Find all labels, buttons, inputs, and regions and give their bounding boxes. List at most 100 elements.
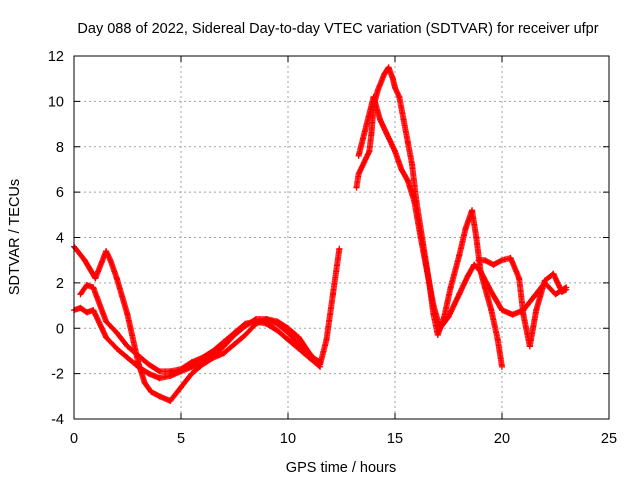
- data-point-marker: [124, 343, 131, 350]
- data-point-marker: [499, 307, 505, 314]
- data-point-marker: [336, 245, 343, 252]
- data-point-marker: [188, 359, 195, 366]
- data-point-marker: [366, 148, 373, 155]
- data-point-marker: [355, 170, 362, 177]
- data-point-marker: [499, 363, 505, 370]
- data-point-marker: [83, 282, 90, 289]
- data-point-marker: [507, 254, 514, 261]
- data-point-marker: [473, 234, 480, 241]
- data-point-marker: [436, 325, 443, 332]
- series-track-c: [77, 282, 324, 375]
- data-point-marker: [231, 329, 238, 336]
- data-point-marker: [135, 352, 142, 359]
- data-point-marker: [392, 84, 398, 91]
- data-point-marker: [456, 252, 463, 259]
- data-point-marker: [178, 384, 184, 391]
- data-point-marker: [295, 345, 302, 352]
- data-point-marker: [368, 130, 375, 137]
- data-point-marker: [103, 318, 110, 325]
- data-point-marker: [323, 336, 330, 343]
- data-point-marker: [285, 329, 291, 336]
- data-point-marker: [462, 225, 469, 232]
- data-point-marker: [417, 234, 424, 241]
- axis-ticks: 0 5 10 15 20 25 -4 -2 0 2 4 6 8 10 12: [48, 49, 617, 447]
- data-point-marker: [156, 368, 163, 375]
- data-point-marker: [353, 184, 360, 191]
- data-point-marker: [447, 284, 454, 291]
- x-tick-label: 15: [387, 431, 403, 447]
- data-point-marker: [210, 347, 217, 354]
- data-point-marker: [499, 257, 505, 264]
- data-point-marker: [83, 309, 90, 316]
- data-point-marker: [381, 71, 388, 78]
- data-point-marker: [385, 64, 392, 71]
- data-point-marker: [526, 343, 533, 350]
- data-point-marker: [471, 261, 478, 268]
- data-point-marker: [383, 130, 390, 137]
- series-track-f: [475, 254, 570, 350]
- data-point-marker: [398, 166, 405, 173]
- data-point-marker: [231, 341, 238, 348]
- data-point-marker: [488, 307, 495, 314]
- data-point-marker: [404, 139, 411, 146]
- data-point-marker: [374, 87, 381, 94]
- data-point-marker: [90, 307, 97, 314]
- data-point-marker: [113, 345, 120, 352]
- data-point-marker: [92, 275, 99, 282]
- data-point-marker: [242, 320, 249, 327]
- x-tick-label: 5: [177, 431, 185, 447]
- data-point-marker: [520, 311, 527, 318]
- data-point-marker: [103, 334, 110, 341]
- chart-title: Day 088 of 2022, Sidereal Day-to-day VTE…: [77, 21, 598, 37]
- data-point-marker: [558, 288, 565, 295]
- data-point-marker: [242, 332, 249, 339]
- data-point-marker: [434, 332, 441, 339]
- data-point-marker: [77, 304, 84, 311]
- x-tick-label: 0: [70, 431, 78, 447]
- y-tick-label: 8: [56, 140, 64, 156]
- data-point-marker: [430, 302, 437, 309]
- data-point-marker: [404, 177, 411, 184]
- data-point-marker: [156, 375, 163, 382]
- y-tick-label: -4: [51, 412, 64, 428]
- data-point-marker: [77, 291, 84, 298]
- data-point-marker: [274, 320, 281, 327]
- data-point-marker: [90, 284, 97, 291]
- y-tick-label: -2: [51, 367, 64, 383]
- data-point-marker: [531, 293, 538, 300]
- data-point-marker: [329, 291, 336, 298]
- y-axis-label: SDTVAR / TECUs: [7, 179, 23, 295]
- data-point-marker: [274, 327, 281, 334]
- data-point-marker: [178, 366, 184, 373]
- data-point-marker: [306, 354, 313, 361]
- data-point-marker: [494, 336, 501, 343]
- data-point-marker: [156, 393, 163, 400]
- data-point-marker: [552, 291, 559, 298]
- data-point-marker: [516, 275, 523, 282]
- data-point-marker: [464, 273, 471, 280]
- data-point-marker: [124, 354, 131, 361]
- data-point-marker: [490, 261, 497, 268]
- y-tick-label: 10: [48, 94, 64, 110]
- x-axis-label: GPS time / hours: [286, 460, 396, 476]
- data-point-marker: [145, 370, 152, 377]
- data-point-marker: [475, 257, 482, 264]
- data-point-marker: [188, 370, 195, 377]
- data-point-marker: [355, 152, 362, 159]
- data-point-marker: [550, 270, 557, 277]
- data-point-marker: [563, 286, 570, 293]
- data-point-marker: [396, 93, 403, 100]
- data-point-marker: [167, 368, 174, 375]
- x-tick-label: 25: [601, 431, 617, 447]
- data-point-marker: [488, 288, 495, 295]
- y-tick-label: 4: [56, 231, 64, 247]
- data-point-marker: [285, 336, 291, 343]
- data-point-marker: [533, 307, 540, 314]
- data-point-marker: [81, 257, 88, 264]
- data-point-marker: [477, 268, 484, 275]
- data-point-marker: [103, 248, 110, 255]
- y-tick-label: 2: [56, 276, 64, 292]
- x-tick-label: 10: [280, 431, 296, 447]
